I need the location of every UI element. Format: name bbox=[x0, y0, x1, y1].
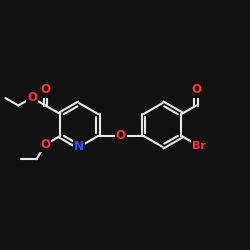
Text: O: O bbox=[191, 84, 201, 96]
Text: O: O bbox=[40, 138, 50, 151]
Text: O: O bbox=[40, 84, 50, 96]
Text: O: O bbox=[27, 91, 37, 104]
Text: O: O bbox=[116, 130, 126, 142]
Text: N: N bbox=[74, 140, 84, 153]
Text: Br: Br bbox=[192, 141, 205, 151]
